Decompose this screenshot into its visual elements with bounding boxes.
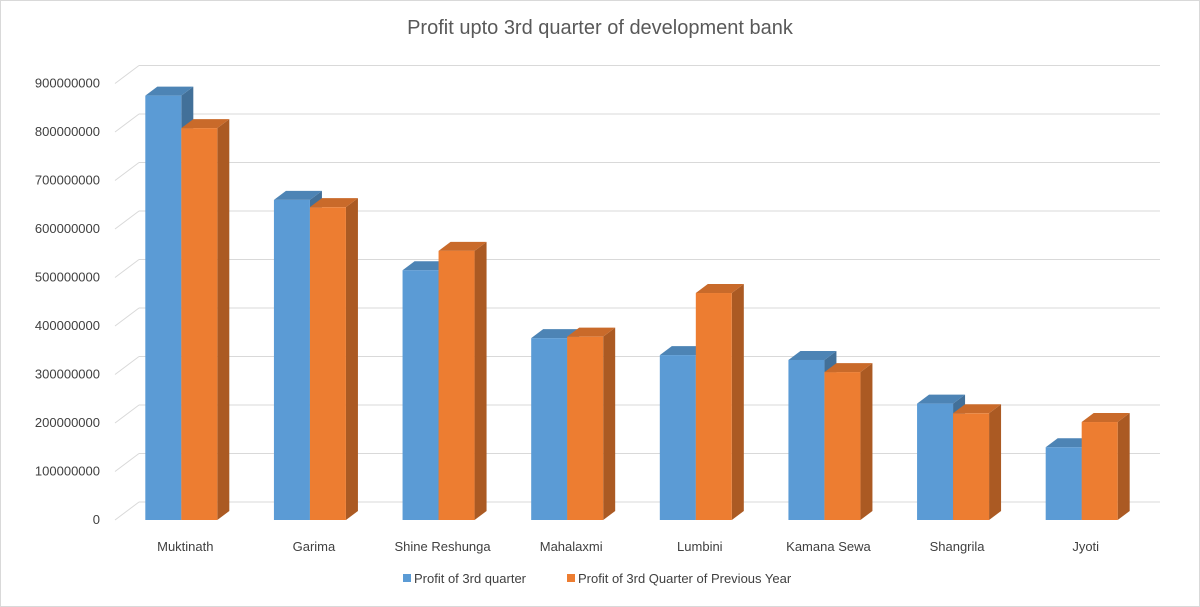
legend-label: Profit of 3rd quarter xyxy=(414,571,527,586)
y-tick-label: 100000000 xyxy=(35,464,100,479)
bar-top xyxy=(145,86,194,96)
bar-previous-muktinath xyxy=(181,119,230,521)
bar-front xyxy=(1045,447,1082,520)
bar-front xyxy=(659,355,696,520)
bar-top xyxy=(824,363,873,373)
bar-side xyxy=(860,363,873,520)
bar-front xyxy=(695,293,732,520)
bar-top xyxy=(181,119,230,129)
bar-front xyxy=(917,403,954,520)
bar-top xyxy=(567,327,616,337)
bar-front xyxy=(531,338,568,520)
y-axis-ticks: 0 100000000 200000000 300000000 400000000 500… xyxy=(35,76,100,528)
y-tick-label: 500000000 xyxy=(35,270,100,285)
bar-previous-kamana-sewa xyxy=(824,363,873,520)
gridline-depth xyxy=(114,501,140,521)
bar-front xyxy=(824,372,861,520)
bar-previous-shangrila xyxy=(953,404,1002,520)
legend-label: Profit of 3rd Quarter of Previous Year xyxy=(578,571,792,586)
bar-front xyxy=(1081,422,1118,520)
bar-side xyxy=(603,327,616,520)
gridline-depth xyxy=(114,404,140,424)
bar-front xyxy=(273,199,310,520)
legend-swatch xyxy=(567,574,575,582)
x-category-label: Kamana Sewa xyxy=(786,539,871,554)
y-tick-label: 200000000 xyxy=(35,415,100,430)
gridline-depth xyxy=(114,307,140,327)
bar-previous-jyoti xyxy=(1081,413,1130,520)
gridline-depth xyxy=(114,453,140,472)
bar-side xyxy=(989,404,1002,520)
bar-top xyxy=(695,284,744,294)
x-category-label: Garima xyxy=(293,539,336,554)
y-tick-label: 300000000 xyxy=(35,367,100,382)
x-category-label: Shangrila xyxy=(930,539,986,554)
gridline-depth xyxy=(114,259,140,278)
gridline-depth xyxy=(114,210,140,230)
y-tick-label: 400000000 xyxy=(35,318,100,333)
bar-top xyxy=(309,198,358,208)
bar-side xyxy=(474,241,487,520)
bar-top xyxy=(531,329,580,339)
bar-top xyxy=(273,190,322,200)
gridlines xyxy=(114,65,1160,521)
gridline-depth xyxy=(114,65,140,84)
bar-front xyxy=(788,359,825,520)
gridline-depth xyxy=(114,113,140,133)
bar-previous-mahalaxmi xyxy=(567,327,616,520)
x-category-label: Muktinath xyxy=(157,539,213,554)
bar-top xyxy=(1081,413,1130,423)
bar-front xyxy=(953,413,990,520)
bar-top xyxy=(917,394,966,404)
bar-top xyxy=(788,350,837,360)
bar-side xyxy=(345,198,358,521)
x-category-label: Shine Reshunga xyxy=(394,539,491,554)
bar-previous-garima xyxy=(309,198,358,521)
x-category-label: Lumbini xyxy=(677,539,723,554)
bar-front xyxy=(145,95,182,520)
bar-side xyxy=(1117,413,1130,520)
bar-previous-lumbini xyxy=(695,284,744,520)
y-tick-label: 800000000 xyxy=(35,124,100,139)
bar-front xyxy=(181,128,218,520)
y-tick-label: 900000000 xyxy=(35,76,100,91)
x-category-label: Mahalaxmi xyxy=(540,539,603,554)
y-tick-label: 700000000 xyxy=(35,173,100,188)
bar-side xyxy=(217,119,230,521)
legend: Profit of 3rd quarter Profit of 3rd Quart… xyxy=(403,571,792,586)
bar-front xyxy=(438,250,475,520)
bar-side xyxy=(731,284,744,520)
gridline-depth xyxy=(114,356,140,375)
gridline-depth xyxy=(114,162,140,181)
bar-top xyxy=(953,404,1002,414)
bar-front xyxy=(309,207,346,521)
bar-front xyxy=(402,270,439,520)
legend-swatch xyxy=(403,574,411,582)
y-tick-label: 600000000 xyxy=(35,221,100,236)
bars xyxy=(145,86,1130,521)
x-category-label: Jyoti xyxy=(1072,539,1099,554)
chart-title: Profit upto 3rd quarter of development b… xyxy=(407,17,794,39)
y-tick-label: 0 xyxy=(93,512,100,527)
bar-front xyxy=(567,336,604,520)
x-axis-categories: Muktinath Garima Shine Reshunga Mahalaxmi Lu… xyxy=(157,539,1099,554)
bar-previous-shine-reshunga xyxy=(438,241,487,520)
bar-top xyxy=(438,241,487,251)
